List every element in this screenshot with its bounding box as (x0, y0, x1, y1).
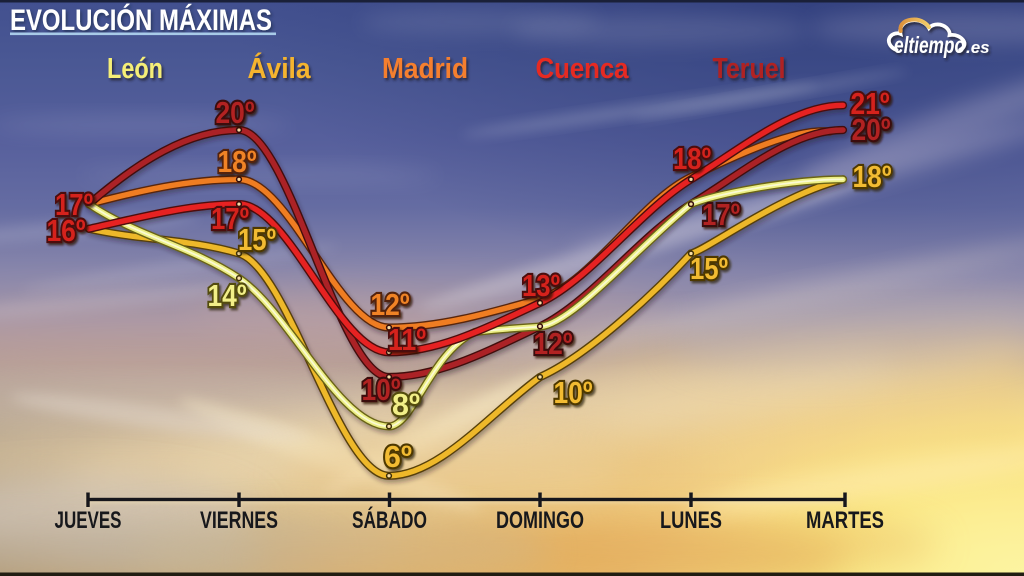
svg-text:21º: 21º (851, 86, 890, 121)
svg-text:18º: 18º (218, 144, 257, 179)
svg-text:17º: 17º (702, 197, 740, 232)
svg-text:VIERNES: VIERNES (200, 507, 278, 534)
svg-text:14º: 14º (208, 278, 247, 313)
svg-text:18º: 18º (673, 141, 711, 176)
svg-text:17º: 17º (55, 187, 93, 222)
svg-text:Madrid: Madrid (382, 53, 468, 85)
svg-text:8º: 8º (392, 387, 420, 422)
svg-text:Teruel: Teruel (713, 53, 786, 85)
svg-text:6º: 6º (384, 439, 412, 474)
svg-text:10º: 10º (362, 372, 401, 407)
svg-text:JUEVES: JUEVES (55, 507, 122, 534)
svg-text:13º: 13º (522, 268, 560, 303)
svg-text:.es: .es (966, 38, 990, 57)
svg-text:Ávila: Ávila (248, 51, 312, 85)
svg-text:12º: 12º (534, 326, 573, 361)
svg-text:11º: 11º (388, 322, 426, 357)
svg-text:10º: 10º (554, 375, 593, 410)
svg-text:15º: 15º (238, 222, 276, 257)
svg-text:15º: 15º (690, 251, 728, 286)
svg-text:SÁBADO: SÁBADO (352, 506, 427, 534)
svg-text:León: León (107, 53, 163, 85)
svg-text:17º: 17º (211, 201, 249, 236)
svg-text:12º: 12º (371, 287, 410, 322)
svg-text:Cuenca: Cuenca (536, 53, 630, 85)
svg-text:16º: 16º (47, 213, 86, 248)
svg-text:20º: 20º (852, 112, 891, 147)
svg-text:18º: 18º (853, 159, 892, 194)
svg-text:eltiempo: eltiempo (894, 32, 965, 58)
svg-text:EVOLUCIÓN MÁXIMAS: EVOLUCIÓN MÁXIMAS (10, 3, 272, 37)
svg-text:MARTES: MARTES (806, 507, 884, 534)
svg-text:DOMINGO: DOMINGO (496, 507, 584, 534)
svg-text:LUNES: LUNES (660, 507, 722, 534)
svg-text:20º: 20º (216, 95, 255, 130)
